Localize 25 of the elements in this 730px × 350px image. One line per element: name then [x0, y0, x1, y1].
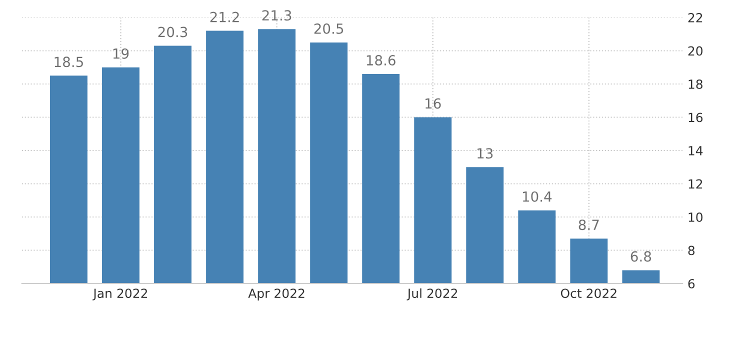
- x-tick-label: Oct 2022: [560, 288, 616, 298]
- data-label: 10.4: [522, 191, 552, 202]
- y-tick-label: 14: [688, 146, 703, 156]
- y-tick-label: 16: [688, 112, 703, 122]
- x-tick-label: Jan 2022: [92, 288, 148, 300]
- y-tick-label: 8: [688, 246, 695, 256]
- x-tick-label: Jul 2022: [406, 288, 458, 300]
- y-tick-label: 22: [688, 12, 702, 22]
- data-label: 8.7: [578, 220, 599, 230]
- data-label: 13: [478, 148, 493, 159]
- x-tick-label: Apr 2022: [248, 288, 304, 300]
- y-tick-label: 6: [688, 278, 695, 288]
- data-label: 19: [113, 48, 129, 59]
- data-label: 6.8: [630, 251, 652, 262]
- data-label: 20.5: [314, 23, 344, 34]
- data-label: 21.3: [262, 10, 292, 21]
- data-label: 20.3: [158, 26, 188, 38]
- data-label: 16: [426, 98, 441, 109]
- y-tick-label: 12: [688, 179, 702, 188]
- data-label: 21.2: [210, 12, 239, 22]
- y-tick-label: 10: [688, 212, 702, 222]
- data-label: 18.6: [366, 55, 396, 66]
- data-label: 18.5: [54, 56, 83, 68]
- y-tick-label: 20: [688, 46, 702, 56]
- y-tick-label: 18: [688, 79, 702, 89]
